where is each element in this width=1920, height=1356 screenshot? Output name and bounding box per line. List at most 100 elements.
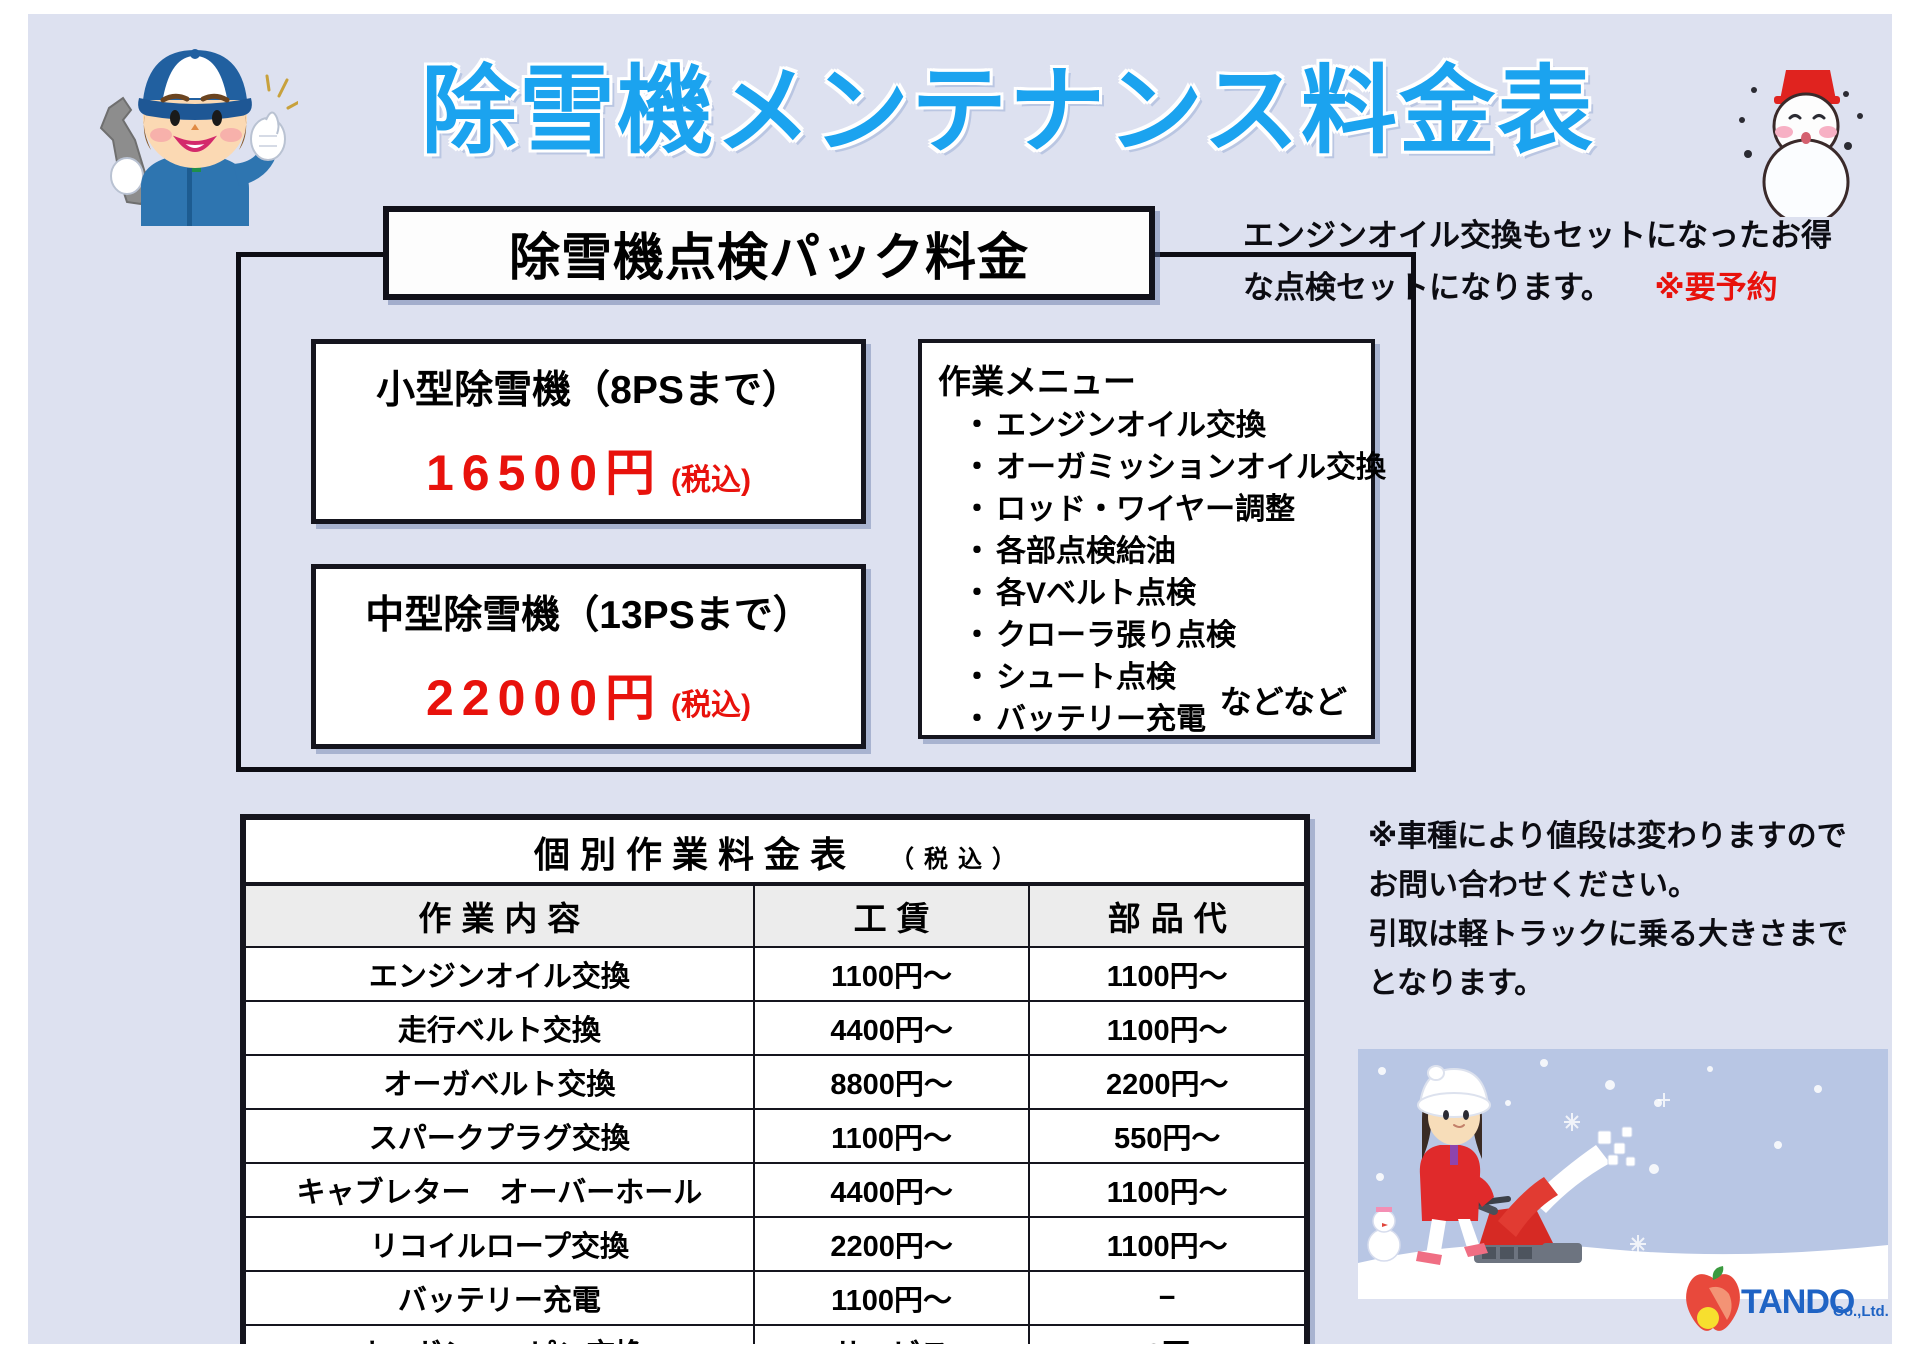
table-row: オーガシャーピン交換サービス110円〜 [244, 1324, 1306, 1344]
price-card-small-priceline: 16500円 (税込) [426, 433, 751, 505]
page-title: 除雪機メンテナンス料金表 [420, 57, 1596, 165]
fee-cell: 4400円〜 [752, 1000, 1031, 1056]
column-header-work: 作業内容 [244, 883, 755, 948]
work-menu-item: ・ロッド・ワイヤー調整 [962, 489, 1371, 531]
price-table-title-tax: （税込） [890, 846, 1026, 873]
mechanic-mascot-icon [99, 49, 298, 226]
set-note-line2: な点検セットになります。 [1243, 270, 1612, 305]
price-card-small-price: 16500円 [425, 444, 664, 501]
set-note-line2-row: な点検セットになります。 ※要予約 [1243, 262, 1863, 314]
work-menu-item-label: 各部点検給油 [996, 535, 1176, 568]
reservation-required-note: ※要予約 [1654, 270, 1778, 305]
logo-brand-name: TANDO [1741, 1283, 1855, 1321]
work-menu-item: ・各Vベルト点検 [962, 573, 1371, 615]
disclaimer-line1: ※車種により値段は変わりますので [1368, 820, 1847, 853]
logo-brand-suffix: Co.,Ltd. [1833, 1303, 1889, 1320]
work-cell: エンジンオイル交換 [244, 946, 755, 1002]
work-cell: バッテリー充電 [244, 1270, 755, 1326]
work-cell: オーガベルト交換 [244, 1054, 755, 1110]
tando-apple-logo-icon [1686, 1266, 1740, 1331]
parts-cell: 1100円〜 [1028, 1162, 1306, 1218]
work-menu-heading: 作業メニュー [938, 363, 1136, 400]
table-row: バッテリー充電 1100円〜 − [244, 1270, 1306, 1326]
fee-cell: 1100円〜 [752, 1108, 1031, 1164]
table-row: エンジンオイル交換 1100円〜 1100円〜 [244, 946, 1306, 1002]
price-card-medium-name: 中型除雪機（13PSまで） [365, 593, 812, 637]
table-header-row: 作業内容 工賃 部品代 [244, 883, 1306, 948]
work-menu-item: ・バッテリー充電 [962, 699, 1371, 741]
column-header-parts: 部品代 [1028, 883, 1306, 948]
price-card-medium: 中型除雪機（13PSまで） 22000円 (税込) [311, 564, 866, 749]
work-menu-item: ・各部点検給油 [962, 531, 1371, 573]
work-cell: スパークプラグ交換 [244, 1108, 755, 1164]
work-menu-item-label: シュート点検 [996, 661, 1176, 694]
disclaimer-line2: お問い合わせください。 [1368, 869, 1698, 902]
parts-cell: 2200円〜 [1028, 1054, 1306, 1110]
poster-canvas: 除雪機メンテナンス料金表 除雪機点検パック料金 エンジンオイル交換もセットになっ… [28, 14, 1892, 1344]
price-card-medium-price: 22000円 [425, 669, 664, 726]
work-menu-card: 作業メニュー ・エンジンオイル交換・オーガミッションオイル交換・ロッド・ワイヤー… [918, 339, 1386, 741]
work-menu-item-label: エンジンオイル交換 [996, 409, 1266, 442]
parts-cell: 1100円〜 [1028, 1000, 1306, 1056]
set-note-line1: エンジンオイル交換もセットになったお得 [1243, 218, 1832, 253]
parts-cell: 110円〜 [1028, 1324, 1306, 1344]
work-menu-item-label: オーガミッションオイル交換 [996, 451, 1386, 484]
price-table-title-cell: 個別作業料金表 （税込） [244, 818, 1306, 886]
work-menu-etc: などなど [1219, 684, 1347, 720]
snow-blower-photo [1358, 1049, 1888, 1299]
bullet-icon: ・ [962, 493, 992, 526]
disclaimer-note: ※車種により値段は変わりますので お問い合わせください。 引取は軽トラックに乗る… [1368, 812, 1892, 1008]
disclaimer-line3: 引取は軽トラックに乗る大きさまで [1368, 918, 1848, 951]
thumbs-up-icon [250, 111, 286, 161]
table-row: スパークプラグ交換 1100円〜 550円〜 [244, 1108, 1306, 1164]
work-menu-list: ・エンジンオイル交換・オーガミッションオイル交換・ロッド・ワイヤー調整・各部点検… [936, 405, 1386, 741]
bullet-icon: ・ [962, 703, 992, 736]
work-menu-item-label: クローラ張り点検 [996, 619, 1236, 652]
bullet-icon: ・ [962, 619, 992, 652]
table-title-row: 個別作業料金表 （税込） [244, 818, 1306, 886]
individual-price-table: 個別作業料金表 （税込） 作業内容 工賃 部品代 エンジンオイル交換 1100円〜 1… [240, 814, 1310, 1344]
work-menu-item: ・オーガミッションオイル交換 [962, 447, 1386, 489]
fee-cell: サービス [752, 1324, 1031, 1344]
work-cell: キャブレター オーバーホール [244, 1162, 755, 1218]
fee-cell: 4400円〜 [752, 1162, 1031, 1218]
price-table: 個別作業料金表 （税込） 作業内容 工賃 部品代 エンジンオイル交換 1100円〜 1… [244, 818, 1306, 1344]
bullet-icon: ・ [962, 409, 992, 442]
bullet-icon: ・ [962, 535, 992, 568]
bullet-icon: ・ [962, 577, 992, 610]
work-cell: 走行ベルト交換 [244, 1000, 755, 1056]
work-menu-item: ・クローラ張り点検 [962, 615, 1371, 657]
bullet-icon: ・ [962, 451, 992, 484]
table-row: 走行ベルト交換 4400円〜 1100円〜 [244, 1000, 1306, 1056]
bullet-icon: ・ [962, 661, 992, 694]
table-row: オーガベルト交換 8800円〜 2200円〜 [244, 1054, 1306, 1110]
set-note: エンジンオイル交換もセットになったお得 な点検セットになります。 ※要予約 [1243, 210, 1863, 314]
fee-cell: 1100円〜 [752, 1270, 1031, 1326]
snowman-icon [1739, 70, 1863, 217]
parts-cell: 1100円〜 [1028, 946, 1306, 1002]
price-card-medium-priceline: 22000円 (税込) [426, 658, 751, 730]
fee-cell: 1100円〜 [752, 946, 1031, 1002]
work-cell: オーガシャーピン交換 [244, 1324, 755, 1344]
price-card-small-name: 小型除雪機（8PSまで） [376, 368, 801, 412]
work-menu-item-label: バッテリー充電 [996, 703, 1206, 736]
table-row: キャブレター オーバーホール 4400円〜 1100円〜 [244, 1162, 1306, 1218]
pack-title: 除雪機点検パック料金 [383, 206, 1155, 300]
work-menu-item-label: ロッド・ワイヤー調整 [996, 493, 1296, 526]
tando-logo: TANDO Co.,Ltd. [1683, 1269, 1892, 1341]
price-card-small-tax: (税込) [671, 463, 752, 497]
parts-cell: 1100円〜 [1028, 1216, 1306, 1272]
price-table-body: エンジンオイル交換 1100円〜 1100円〜 走行ベルト交換 4400円〜 1100円〜… [244, 946, 1306, 1344]
price-card-medium-tax: (税込) [671, 688, 752, 722]
fee-cell: 2200円〜 [752, 1216, 1031, 1272]
parts-cell: 550円〜 [1028, 1108, 1306, 1164]
work-menu-item: ・エンジンオイル交換 [962, 405, 1371, 447]
parts-cell: − [1028, 1270, 1306, 1326]
work-menu-item: ・シュート点検 [962, 657, 1371, 699]
work-cell: リコイルロープ交換 [244, 1216, 755, 1272]
column-header-fee: 工賃 [752, 883, 1031, 948]
price-table-head: 個別作業料金表 （税込） 作業内容 工賃 部品代 [244, 818, 1306, 948]
disclaimer-line4: となります。 [1368, 967, 1545, 1000]
fee-cell: 8800円〜 [752, 1054, 1031, 1110]
price-table-title: 個別作業料金表 [533, 834, 856, 875]
